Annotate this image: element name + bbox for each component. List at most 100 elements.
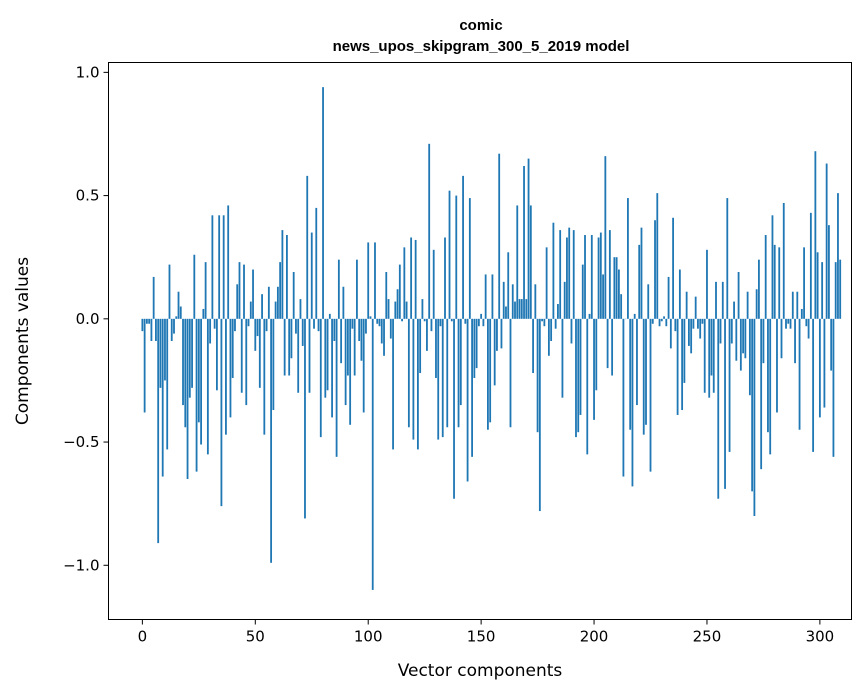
bar-102	[371, 318, 374, 590]
bar-278	[769, 318, 772, 455]
bar-202	[597, 237, 600, 319]
bar-266	[742, 318, 745, 354]
bar-233	[667, 276, 670, 319]
bar-295	[807, 318, 810, 339]
bar-69	[297, 318, 300, 393]
bar-38	[227, 205, 230, 319]
bar-42	[236, 284, 239, 319]
bar-48	[249, 301, 252, 319]
bar-90	[344, 318, 347, 406]
bar-112	[394, 301, 397, 319]
bar-14	[173, 318, 175, 334]
bar-93	[351, 318, 354, 329]
bar-142	[462, 175, 464, 319]
bar-77	[315, 207, 318, 319]
bar-79	[319, 318, 322, 438]
x-tick-label-1: 50	[246, 628, 265, 646]
bar-303	[825, 163, 828, 319]
bar-263	[735, 318, 738, 361]
x-tick-label-5: 250	[693, 628, 722, 646]
bar-92	[349, 318, 352, 425]
bar-239	[681, 318, 684, 411]
bar-188	[566, 237, 568, 319]
bar-73	[306, 175, 309, 319]
bar-243	[690, 318, 693, 354]
bar-261	[730, 318, 733, 344]
bar-211	[617, 269, 620, 319]
bar-199	[590, 235, 593, 319]
bar-105	[378, 318, 381, 327]
bar-271	[753, 318, 756, 516]
bar-106	[380, 318, 383, 344]
bar-145	[468, 198, 471, 319]
bar-181	[550, 318, 553, 341]
bar-40	[231, 318, 234, 378]
bar-182	[552, 222, 555, 319]
bar-194	[579, 318, 582, 415]
bar-99	[365, 318, 367, 334]
bar-101	[369, 316, 372, 319]
bar-215	[627, 198, 629, 319]
bar-71	[301, 318, 304, 346]
bar-277	[767, 318, 769, 433]
bar-4	[150, 318, 153, 341]
bar-286	[787, 318, 790, 324]
bar-58	[272, 318, 275, 411]
bar-254	[715, 281, 717, 319]
bar-186	[561, 318, 564, 398]
bar-74	[308, 318, 311, 393]
bar-123	[419, 318, 422, 374]
bar-113	[396, 289, 399, 319]
bar-49	[252, 269, 254, 319]
bar-178	[543, 318, 546, 327]
bar-129	[432, 249, 435, 319]
bar-24	[195, 318, 198, 472]
bar-117	[405, 301, 408, 319]
bar-89	[342, 286, 345, 319]
bar-195	[581, 264, 584, 319]
y-tick-label-1: −0.5	[63, 433, 99, 451]
x-tick-label-6: 300	[806, 628, 835, 646]
bar-291	[798, 318, 801, 430]
bar-196	[584, 235, 586, 319]
bar-41	[234, 318, 236, 332]
bar-33	[216, 318, 218, 391]
bar-157	[496, 318, 498, 351]
bar-81	[324, 318, 327, 398]
bar-137	[450, 318, 453, 322]
bar-60	[276, 286, 279, 319]
bar-208	[611, 318, 614, 376]
bar-97	[360, 318, 363, 361]
bar-160	[502, 281, 505, 319]
bar-136	[448, 190, 451, 319]
bar-54	[263, 318, 266, 435]
bar-293	[803, 247, 805, 319]
bar-241	[685, 291, 688, 319]
x-tick-label-0: 0	[138, 628, 148, 646]
bar-3	[148, 318, 151, 324]
bar-47	[247, 318, 250, 327]
bar-250	[706, 249, 708, 319]
bar-288	[791, 291, 794, 319]
bar-285	[785, 318, 787, 329]
bar-149	[477, 318, 480, 327]
bar-31	[211, 215, 214, 319]
bar-216	[629, 318, 632, 430]
bar-64	[286, 235, 288, 319]
bar-210	[615, 257, 618, 319]
bar-25	[197, 318, 200, 423]
bar-218	[633, 313, 636, 319]
bar-125	[423, 318, 426, 322]
y-axis-ticks: −1.0 −0.5 0.0 0.5 1.0	[63, 63, 109, 574]
bar-116	[403, 247, 406, 319]
bar-29	[206, 318, 209, 455]
bar-269	[748, 318, 751, 396]
bar-206	[606, 318, 609, 369]
bar-246	[697, 318, 699, 329]
bar-135	[446, 318, 449, 428]
bar-144	[466, 318, 469, 482]
bar-158	[498, 153, 501, 319]
bar-272	[755, 289, 758, 319]
bar-13	[170, 318, 173, 341]
bar-122	[416, 318, 419, 450]
